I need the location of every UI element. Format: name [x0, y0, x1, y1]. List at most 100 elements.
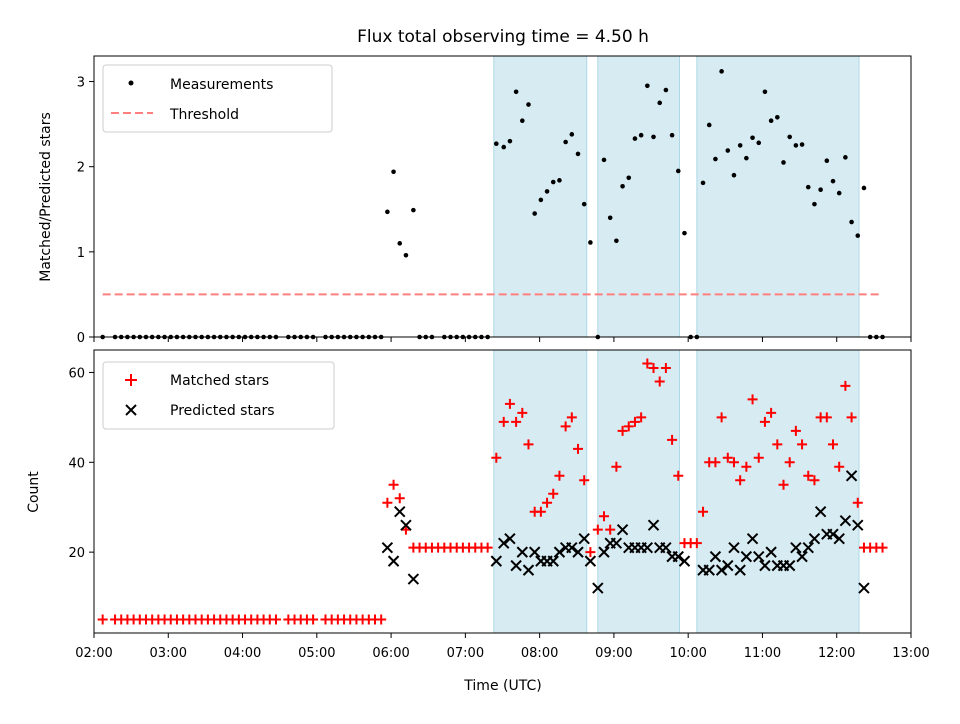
predicted-stars-point	[381, 541, 394, 554]
predicted-stars-point	[553, 546, 566, 558]
x-tick-label: 12:00	[818, 646, 855, 661]
matched-stars-point	[548, 488, 559, 499]
measurements-point	[538, 197, 544, 203]
predicted-stars-point	[616, 523, 629, 536]
top-y-axis-label: Matched/Predicted stars	[38, 112, 54, 282]
matched-stars-point	[599, 511, 610, 522]
measurements-point	[638, 132, 644, 138]
predicted-stars-point	[610, 537, 623, 549]
matched-stars-point	[852, 497, 863, 508]
chart-title: Flux total observing time = 4.50 h	[357, 27, 649, 47]
measurements-point	[731, 172, 737, 178]
predicted-stars-point	[578, 532, 590, 545]
matched-stars-point	[797, 439, 808, 450]
measurements-point	[557, 178, 562, 183]
measurements-point	[385, 209, 390, 215]
matched-stars-point	[728, 457, 739, 468]
predicted-stars-point	[722, 559, 734, 572]
measurements-point	[501, 144, 507, 150]
predicted-stars-point	[572, 546, 584, 558]
measurements-point	[775, 115, 780, 120]
matched-stars-point	[660, 362, 671, 373]
x-tick-label: 06:00	[372, 646, 409, 661]
bottom-series-layer	[97, 358, 888, 625]
matched-stars-point	[809, 475, 820, 486]
measurements-point	[824, 158, 830, 164]
measurements-point	[526, 102, 531, 107]
measurements-point	[855, 233, 861, 238]
measurements-point	[575, 151, 581, 157]
measurements-point	[563, 139, 568, 145]
matched-stars-point	[766, 407, 777, 418]
measurements-point	[725, 148, 731, 153]
legend-label-measurements: Measurements	[170, 77, 273, 93]
bottom-legend: Matched stars Predicted stars	[102, 361, 335, 430]
predicted-stars-point	[715, 564, 728, 576]
predicted-stars-point	[678, 555, 691, 567]
measurements-point	[391, 169, 396, 175]
matched-stars-point	[636, 412, 647, 423]
predicted-stars-point	[728, 541, 740, 554]
measurements-point	[513, 89, 519, 95]
top-shaded-interval-1	[493, 55, 588, 338]
top-y-axis-ticks: 0 1 2 3	[77, 76, 94, 346]
matched-stars-point	[629, 416, 640, 427]
predicted-stars-point	[790, 541, 802, 554]
predicted-stars-point	[498, 537, 510, 549]
x-tick-label: 08:00	[521, 646, 558, 661]
matched-stars-point	[828, 439, 839, 450]
legend-marker-measurements	[128, 80, 134, 86]
matched-stars-point	[648, 362, 659, 373]
predicted-stars-point	[734, 564, 746, 576]
measurements-point	[581, 201, 587, 207]
top-y-tick-label: 1	[77, 246, 85, 261]
predicted-stars-point	[522, 564, 535, 576]
measurements-point	[403, 252, 409, 258]
matched-stars-point	[560, 421, 571, 432]
measurements-point	[601, 157, 607, 163]
x-tick-label: 05:00	[298, 646, 335, 661]
legend-label-matched-stars: Matched stars	[170, 373, 269, 389]
measurements-point	[861, 185, 867, 191]
predicted-stars-point	[647, 519, 660, 531]
measurements-point	[507, 138, 513, 144]
matched-stars-point	[491, 452, 502, 463]
predicted-stars-point	[833, 532, 845, 545]
bottom-y-tick-label: 20	[68, 546, 85, 561]
matched-stars-point	[617, 425, 628, 436]
measurements-point	[836, 190, 842, 196]
legend-marker-predicted-stars	[125, 404, 137, 416]
matched-stars-point	[846, 412, 857, 423]
predicted-stars-point	[672, 550, 684, 563]
matched-stars-point	[592, 524, 603, 535]
x-tick-label: 02:00	[75, 646, 112, 661]
matched-stars-point	[698, 506, 709, 517]
matched-stars-point	[579, 475, 590, 486]
predicted-stars-point	[592, 582, 604, 594]
matched-stars-point	[667, 434, 678, 445]
matched-stars-point	[790, 425, 801, 436]
matched-stars-point	[542, 497, 553, 508]
predicted-stars-point	[407, 573, 420, 585]
matched-stars-point	[566, 412, 577, 423]
bottom-axes-frame	[93, 349, 912, 634]
measurements-point	[411, 207, 416, 213]
x-tick-label: 13:00	[892, 646, 929, 661]
matched-stars-point	[623, 421, 634, 432]
predicted-stars-point	[516, 546, 529, 558]
bottom-y-axis-label: Count	[26, 471, 42, 513]
predicted-stars-point	[796, 550, 808, 563]
top-shaded-interval-3	[696, 55, 860, 338]
predicted-stars-point	[753, 550, 765, 563]
predicted-stars-point	[528, 546, 541, 558]
measurements-point	[663, 87, 669, 93]
bottom-x-axis-ticks: 02:00 03:00 04:00 05:00 06:00 07:00 08:00 09:00…	[75, 633, 930, 661]
measurements-point	[768, 118, 774, 124]
bottom-panel: 20 40 60 02:00 03:00 04:00 05:00 06:00 07:00 08:…	[26, 349, 930, 694]
measurements-point	[645, 83, 650, 89]
x-axis-label: Time (UTC)	[463, 678, 541, 694]
matched-stars-point	[482, 542, 493, 553]
predicted-stars-point	[765, 546, 777, 558]
matched-stars-point	[803, 470, 814, 481]
measurements-point	[657, 100, 663, 106]
